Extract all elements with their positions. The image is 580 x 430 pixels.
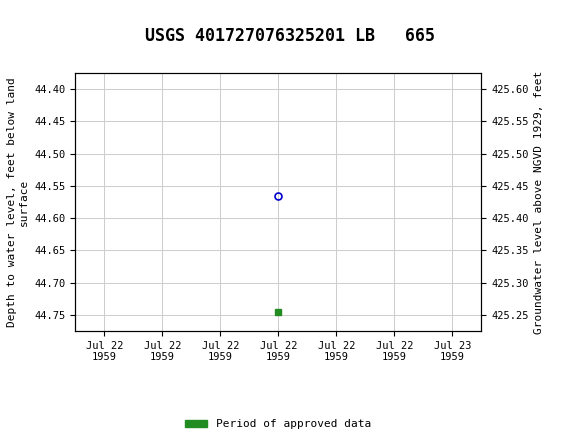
Y-axis label: Depth to water level, feet below land
surface: Depth to water level, feet below land su… bbox=[8, 77, 29, 327]
Y-axis label: Groundwater level above NGVD 1929, feet: Groundwater level above NGVD 1929, feet bbox=[534, 71, 544, 334]
Text: USGS 401727076325201 LB   665: USGS 401727076325201 LB 665 bbox=[145, 27, 435, 45]
Text: USGS: USGS bbox=[9, 12, 56, 27]
Text: ≡: ≡ bbox=[2, 9, 19, 28]
Legend: Period of approved data: Period of approved data bbox=[181, 415, 376, 430]
